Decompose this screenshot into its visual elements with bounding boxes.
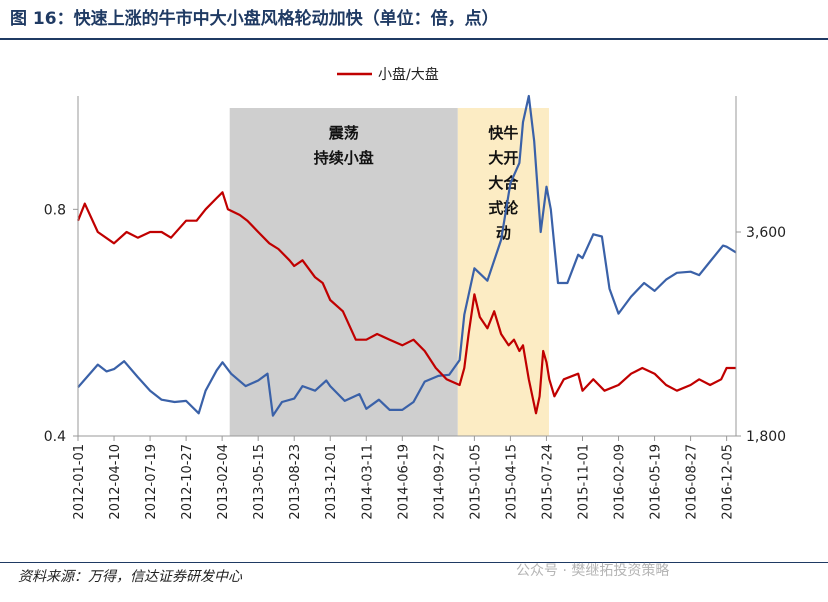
x-tick-label: 2016-12-05: [721, 444, 736, 520]
legend: 小盘/大盘: [337, 66, 439, 83]
shaded-region-label: 快牛: [488, 124, 518, 142]
watermark: 公众号 · 樊继拓投资策略: [516, 563, 670, 579]
shaded-region-label: 大合: [488, 174, 519, 192]
x-tick-label: 2012-04-10: [108, 444, 123, 520]
x-tick-label: 2012-10-27: [180, 444, 195, 520]
tick-labels: 0.4 0.8 1,800 3,600 2012-01-01 2012-04-10 2012…: [44, 202, 786, 519]
x-tick-label: 2014-09-27: [432, 444, 447, 520]
shaded-region-label: 动: [496, 224, 511, 242]
series-small-large-ratio-line: [76, 191, 736, 415]
figure-title: 图 16：快速上涨的牛市中大小盘风格轮动加快（单位：倍，点）: [10, 9, 499, 29]
x-tick-label: 2014-06-19: [396, 444, 411, 520]
source-note: 资料来源：万得，信达证券研发中心: [18, 569, 242, 585]
y-right-tick-label: 1,800: [746, 429, 786, 445]
axes: [77, 96, 737, 437]
x-tick-label: 2016-05-19: [649, 444, 664, 520]
y-left-tick-label: 0.4: [44, 429, 66, 445]
y-right-tick-label: 3,600: [746, 225, 786, 241]
x-tick-label: 2015-04-15: [504, 444, 519, 520]
legend-label: 小盘/大盘: [378, 66, 439, 83]
title-rule: [0, 38, 828, 40]
shaded-region-label: 大开: [488, 149, 518, 167]
footer-rule: [0, 562, 828, 563]
x-tick-label: 2013-02-04: [216, 444, 231, 520]
x-tick-label: 2016-02-09: [613, 444, 628, 520]
x-tick-label: 2015-11-01: [576, 444, 591, 520]
x-tick-label: 2012-07-19: [144, 444, 159, 520]
x-tick-label: 2014-03-11: [360, 444, 375, 520]
x-tick-label: 2015-01-05: [468, 444, 483, 520]
x-tick-label: 2015-07-24: [540, 444, 555, 520]
shaded-region-label: 持续小盘: [314, 149, 374, 167]
x-tick-label: 2013-08-23: [288, 444, 303, 520]
x-tick-label: 2016-08-27: [685, 444, 700, 520]
x-tick-label: 2013-05-15: [252, 444, 267, 520]
x-tick-label: 2012-01-01: [72, 444, 87, 520]
y-left-tick-label: 0.8: [44, 202, 66, 218]
shaded-region-label: 震荡: [329, 124, 359, 142]
series-index-line: [77, 94, 737, 417]
shaded-region-label: 式轮: [488, 199, 518, 217]
series-lines: [76, 94, 737, 417]
x-tick-label: 2013-12-01: [324, 444, 339, 520]
